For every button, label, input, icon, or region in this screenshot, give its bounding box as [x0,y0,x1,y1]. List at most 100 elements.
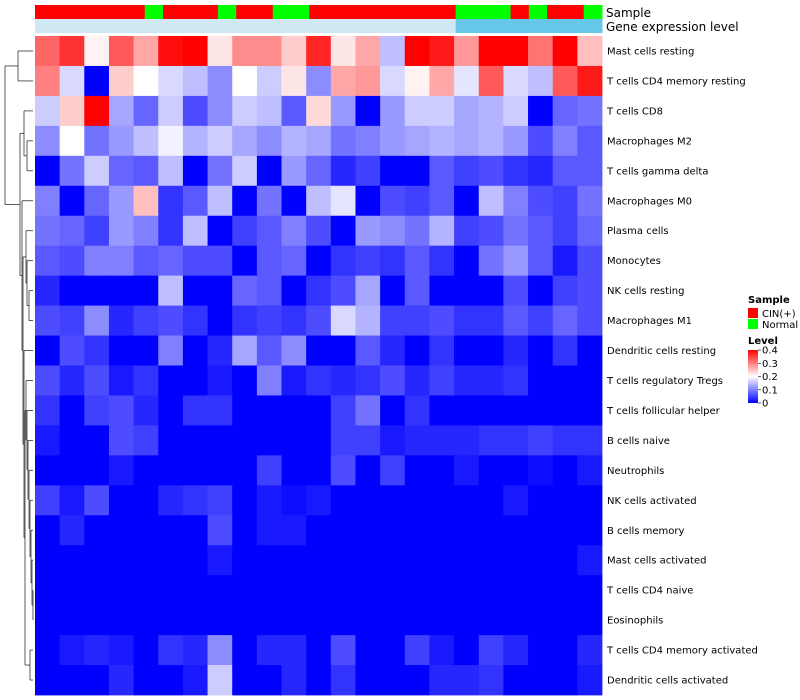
heatmap-cell [133,95,159,127]
heatmap-cell [207,485,233,516]
heatmap-cell [59,335,85,366]
heatmap-cell [552,215,578,247]
heatmap-cell [552,36,578,67]
heatmap-cell [552,125,578,157]
heatmap-cell [355,215,381,247]
heatmap-cell [429,665,455,696]
heatmap-cell [330,185,356,217]
heatmap-cell [528,95,554,127]
heatmap-cell [133,125,159,157]
heatmap-cell [232,605,258,636]
heatmap-cell [182,125,208,157]
legend-tick-label: 0.2 [762,372,778,383]
heatmap-cell [182,95,208,127]
heatmap-cell [355,245,381,277]
heatmap-cell [158,125,184,157]
heatmap-cell [503,665,529,696]
sample-annotation-cell [382,5,402,19]
heatmap-cell [306,605,332,636]
heatmap-cell [108,185,135,217]
heatmap-cell [355,485,381,516]
heatmap-cell [404,515,430,546]
heatmap-cell [133,515,159,546]
heatmap-cell [35,485,61,516]
heatmap-cell [404,65,430,97]
heatmap-cell [35,305,61,336]
heatmap-cell [133,455,159,486]
heatmap-cell [380,395,406,426]
heatmap-cell [84,455,110,486]
heatmap-cell [232,425,258,456]
heatmap-cell [59,455,85,486]
heatmap-cell [528,245,554,277]
heatmap-cell [59,155,85,187]
heatmap-cell [552,245,578,277]
heatmap-cell [158,305,184,336]
gene-expression-annotation-cell [291,19,310,33]
heatmap-cell [478,485,504,516]
heatmap-cell [182,485,208,516]
heatmap-cell [306,515,332,546]
heatmap-cell [577,395,603,426]
heatmap-cell [281,665,307,696]
heatmap-cell [256,335,282,366]
row-label: Dendritic cells resting [607,346,716,357]
heatmap-cell [256,155,282,187]
row-label: T cells gamma delta [606,166,708,177]
row-label: NK cells activated [607,496,697,507]
heatmap-cell [108,425,135,456]
heatmap-cell [330,335,356,366]
heatmap-cell [503,545,529,576]
heatmap-cell [454,305,480,336]
heatmap-cell [478,245,504,277]
sample-annotation-cell [510,5,530,19]
heatmap-cell [232,485,258,516]
heatmap-cell [207,125,233,157]
heatmap-cell [84,665,110,696]
heatmap-cell [404,305,430,336]
heatmap-cell [528,395,554,426]
heatmap-cell [59,365,85,396]
heatmap-cell [330,545,356,576]
heatmap-cell [577,275,603,306]
heatmap-cell [577,635,603,666]
heatmap-cell [59,305,85,336]
heatmap-cell [182,65,208,97]
heatmap-cell [503,335,529,366]
heatmap-cell [108,245,135,277]
heatmap-cell [552,305,578,336]
heatmap-cell [528,125,554,157]
heatmap-cell [330,575,356,606]
heatmap-cell [108,155,135,187]
heatmap-cell [59,185,85,217]
heatmap-cell [84,155,110,187]
heatmap-cell [256,185,282,217]
heatmap-cell [182,575,208,606]
heatmap-cell [207,635,233,666]
row-label: Macrophages M1 [607,316,692,327]
heatmap-cell [577,95,603,127]
heatmap-cell [503,635,529,666]
heatmap-cell [133,215,159,247]
heatmap-cell [256,275,282,306]
sample-annotation-cell [163,5,182,19]
heatmap-cell [306,305,332,336]
heatmap-cell [404,485,430,516]
sample-annotation-cell [254,5,274,19]
heatmap-cell [478,455,504,486]
heatmap-cell [158,635,184,666]
heatmap-cell [577,365,603,396]
heatmap-cell [182,545,208,576]
heatmap-cell [454,65,480,97]
heatmap-cell [306,635,332,666]
heatmap-cell [306,455,332,486]
heatmap-cell [454,275,480,306]
heatmap-cell [256,455,282,486]
heatmap-cell [256,665,282,696]
heatmap-cell [577,335,603,366]
heatmap-cell [503,275,529,306]
heatmap-cell [380,215,406,247]
heatmap-cell [84,245,110,277]
heatmap-cell [35,65,61,97]
heatmap-cell [133,185,159,217]
